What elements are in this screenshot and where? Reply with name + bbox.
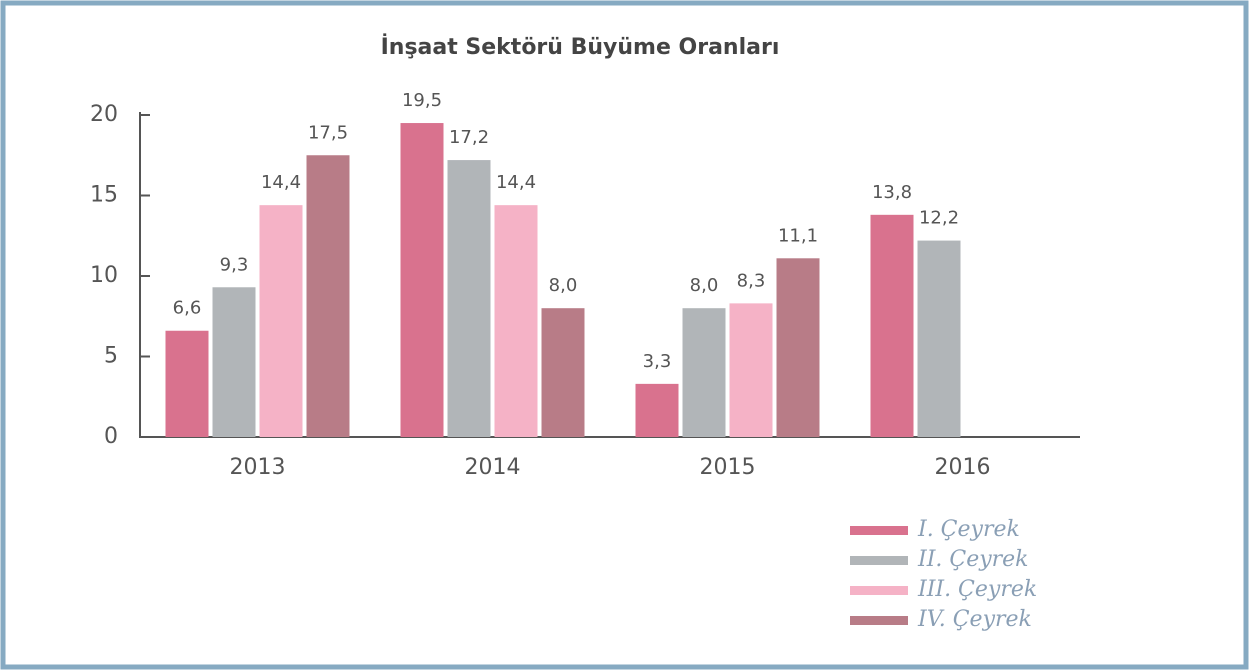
value-label: 13,8 [872,182,912,203]
bar [635,383,679,437]
x-tick-label: 2014 [465,455,521,480]
bar [165,330,209,437]
legend-label: I. Çeyrek [917,517,1020,542]
legend-swatch [850,616,908,625]
value-label: 9,3 [220,254,249,275]
value-label: 19,5 [402,90,442,111]
y-tick-label: 20 [90,102,118,127]
value-label: 14,4 [261,172,301,193]
bar [447,160,491,437]
bar [400,123,444,438]
legend-label: III. Çeyrek [917,577,1037,602]
y-tick-label: 15 [90,183,118,208]
value-label: 14,4 [496,172,536,193]
y-tick-label: 5 [104,344,118,369]
value-label: 11,1 [778,225,818,246]
y-tick-label: 10 [90,263,118,288]
x-tick-label: 2016 [935,455,991,480]
bar [212,287,256,437]
legend-swatch [850,556,908,565]
legend-label: IV. Çeyrek [917,607,1032,632]
value-label: 3,3 [643,351,672,372]
value-label: 17,2 [449,127,489,148]
x-tick-label: 2015 [700,455,756,480]
bar [259,205,303,437]
bar [541,308,585,437]
bar [729,303,773,437]
value-label: 6,6 [173,298,202,319]
value-label: 8,3 [737,270,766,291]
legend-swatch [850,526,908,535]
value-label: 12,2 [919,208,959,229]
value-label: 17,5 [308,122,348,143]
legend-label: II. Çeyrek [917,547,1029,572]
legend-swatch [850,586,908,595]
bar [682,308,726,437]
chart-title: İnşaat Sektörü Büyüme Oranları [381,34,780,60]
y-tick-label: 0 [104,424,118,449]
bar [870,214,914,437]
bar [494,205,538,437]
bar [306,155,350,437]
value-label: 8,0 [549,275,578,296]
value-label: 8,0 [690,275,719,296]
bar [776,258,820,437]
x-tick-label: 2013 [230,455,286,480]
bar [917,240,961,437]
